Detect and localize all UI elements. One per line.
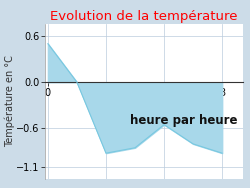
Title: Evolution de la température: Evolution de la température — [50, 10, 238, 23]
Text: heure par heure: heure par heure — [130, 114, 237, 127]
Y-axis label: Température en °C: Température en °C — [4, 56, 15, 147]
